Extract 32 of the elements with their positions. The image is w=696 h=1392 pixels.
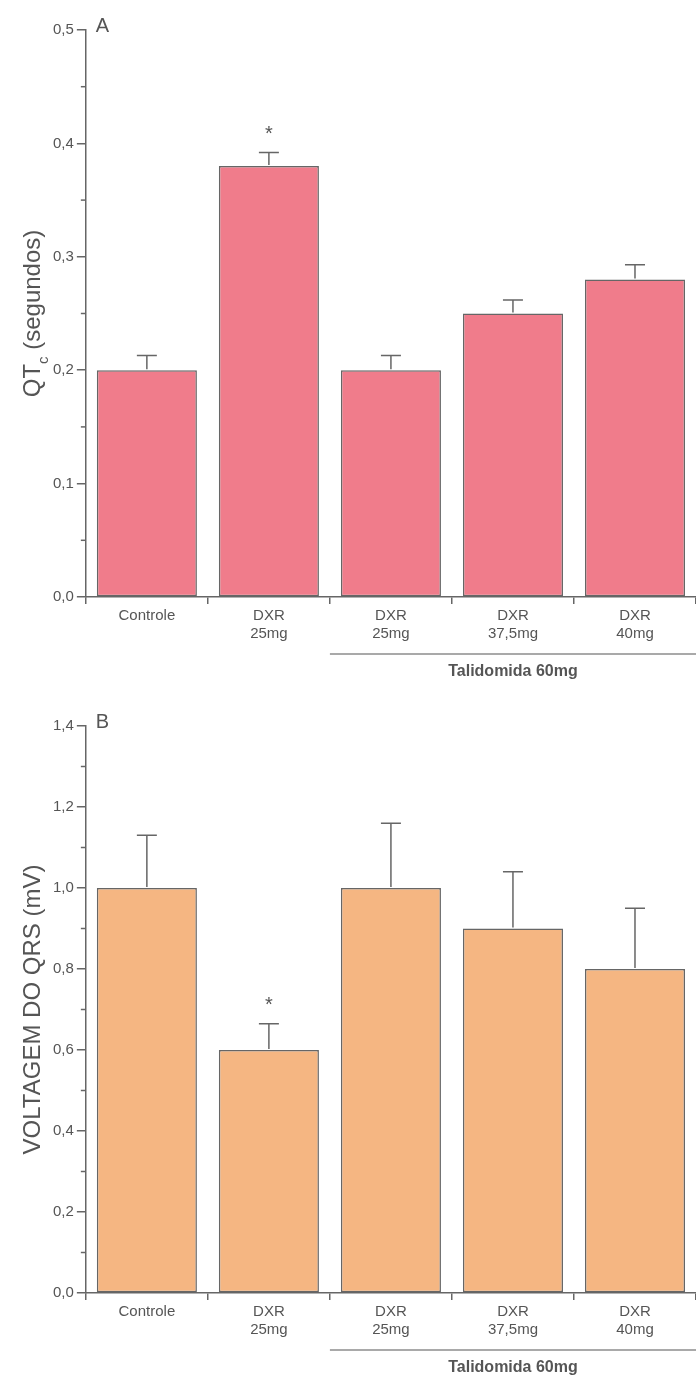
x-tick-label: DXR 25mg [250,606,288,642]
x-tick-label: Controle [118,1302,176,1320]
y-tick-label: 1,2 [52,797,74,815]
text: Talidomida 60mg [448,1358,578,1376]
y-tick-label: 0,2 [52,360,74,378]
y-tick-label: 0,4 [52,133,74,151]
annotation: * [265,993,273,1016]
y-tick-label: 0,2 [52,1202,74,1220]
text: Talidomida 60mg [448,662,578,680]
y-tick-label: 1,4 [52,716,74,734]
y-tick-label: 0,0 [52,587,74,605]
y-tick-label: 0,0 [52,1283,74,1301]
x-tick-label: DXR 37,5mg [487,606,538,642]
x-tick-label: DXR 40mg [616,606,654,642]
y-tick-label: 0,5 [52,20,74,38]
x-tick-label: DXR 25mg [372,1302,410,1338]
x-tick-label: DXR 25mg [250,1302,288,1338]
y-tick-label: 1,0 [52,878,74,896]
y-tick-label: 0,8 [52,959,74,977]
y-axis-title: VOLTAGEM DO QRS (mV) [18,864,45,1155]
annotation: B [95,709,110,732]
x-tick-label: Controle [118,606,176,624]
annotation: A [95,13,110,36]
y-tick-label: 0,4 [52,1121,74,1139]
y-tick-label: 0,6 [52,1040,74,1058]
y-axis-title: QTc (segundos) [18,229,51,398]
x-tick-label: DXR 25mg [372,606,410,642]
y-tick-label: 0,1 [52,473,74,491]
x-tick-label: DXR 37,5mg [487,1302,538,1338]
y-tick-label: 0,3 [52,246,74,264]
x-tick-label: DXR 40mg [616,1302,654,1338]
annotation: * [265,121,273,144]
